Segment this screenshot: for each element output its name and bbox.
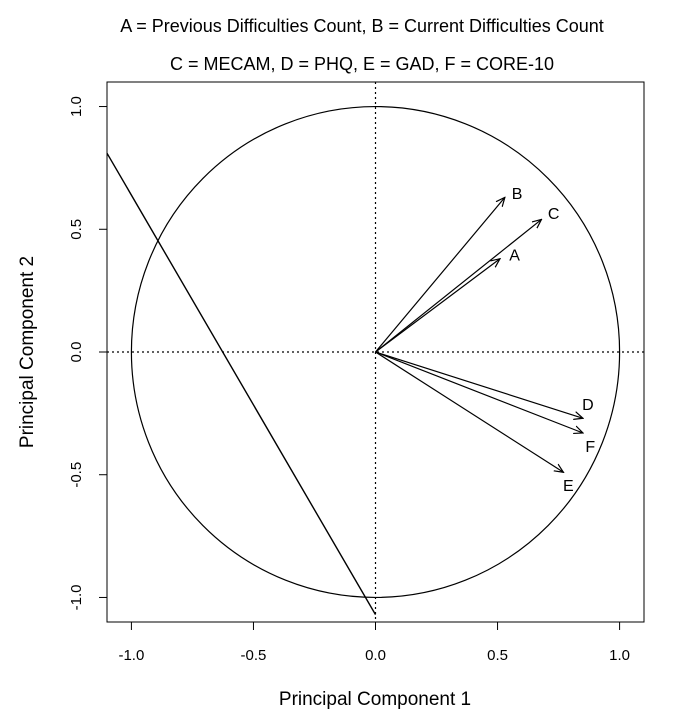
arrow-a <box>375 259 500 353</box>
chart-title-line-1: A = Previous Difficulties Count, B = Cur… <box>120 16 604 36</box>
x-tick-label: 1.0 <box>609 647 630 664</box>
arrow-label-d: D <box>582 397 594 414</box>
x-tick-label: -0.5 <box>241 647 267 664</box>
unit-circle <box>130 105 621 599</box>
x-axis-title: Principal Component 1 <box>279 689 471 710</box>
y-tick-label: 0.0 <box>68 342 85 363</box>
y-tick-label: 1.0 <box>68 96 85 117</box>
arrow-b <box>375 197 505 353</box>
arrow-d <box>375 351 583 418</box>
tick-layer: -1.0 -0.5 0.0 0.5 1.0 -1.0 -0.5 0.0 0.5 1.0 <box>68 96 630 664</box>
arrow-label-e: E <box>563 478 574 495</box>
arrow-f <box>375 351 583 433</box>
x-tick-label: -1.0 <box>118 647 144 664</box>
y-tick-label: -1.0 <box>68 585 85 611</box>
diagonal-line <box>106 152 377 615</box>
arrow-label-a: A <box>509 247 520 264</box>
x-tick-label: 0.5 <box>487 647 508 664</box>
y-axis-title: Principal Component 2 <box>17 256 38 448</box>
arrow-c <box>375 219 542 353</box>
arrow-label-b: B <box>512 186 523 203</box>
x-tick-label: 0.0 <box>365 647 386 664</box>
chart-title-line-2: C = MECAM, D = PHQ, E = GAD, F = CORE-10 <box>170 54 554 74</box>
y-tick-label: 0.5 <box>68 219 85 240</box>
arrow-label-c: C <box>548 206 560 223</box>
arrow-e <box>375 351 564 472</box>
arrow-label-f: F <box>585 439 595 456</box>
plot-layer: A B C D E F <box>106 82 644 622</box>
y-tick-label: -0.5 <box>68 462 85 488</box>
